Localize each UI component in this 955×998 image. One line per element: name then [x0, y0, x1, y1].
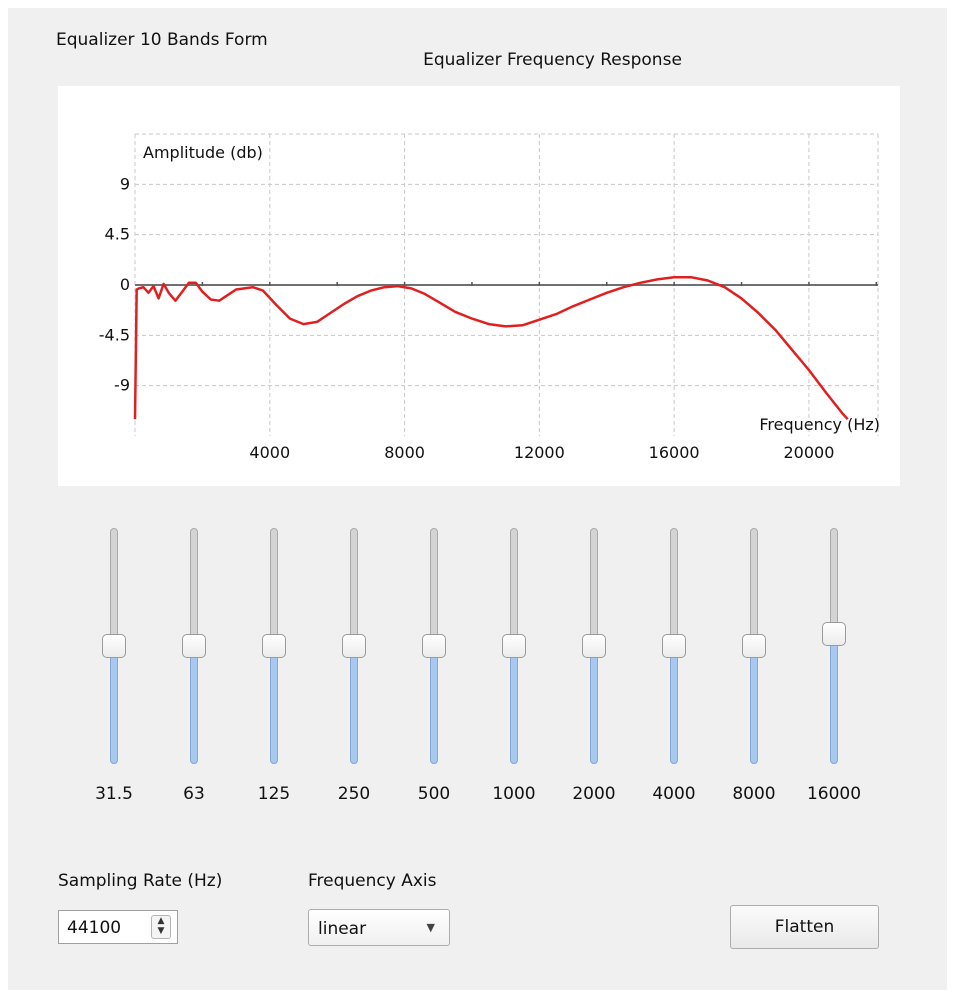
- y-tick-label: -9: [114, 376, 130, 395]
- frequency-axis-dropdown[interactable]: linear ▼: [308, 909, 450, 946]
- slider-handle[interactable]: [502, 634, 526, 658]
- plot-canvas: 4000 8000 12000 16000 20000 9 4.5 0 -4.5 -9 Amplit…: [99, 133, 880, 462]
- slider-fill: [670, 646, 678, 764]
- frequency-axis-label: Frequency Axis: [308, 871, 437, 891]
- band-slider-4000[interactable]: [654, 528, 694, 768]
- slider-handle[interactable]: [822, 621, 846, 646]
- y-tick-label: 0: [120, 275, 130, 294]
- slider-handle[interactable]: [662, 634, 686, 658]
- band-slider-125[interactable]: [254, 528, 294, 768]
- flatten-button[interactable]: Flatten: [730, 905, 879, 949]
- band-slider-16000[interactable]: [814, 528, 854, 768]
- frequency-axis-value: linear: [318, 919, 367, 939]
- sampling-rate-value: 44100: [67, 918, 122, 938]
- band-label: 500: [417, 784, 451, 804]
- sampling-rate-label: Sampling Rate (Hz): [58, 871, 223, 891]
- slider-fill: [590, 646, 598, 764]
- chevron-down-icon: ▼: [426, 921, 435, 934]
- frequency-response-plot: 4000 8000 12000 16000 20000 9 4.5 0 -4.5 -9 Amplit…: [58, 86, 900, 486]
- band-slider-1000[interactable]: [494, 528, 534, 768]
- slider-fill: [430, 646, 438, 764]
- band-label: 125: [257, 784, 291, 804]
- band-label: 1000: [492, 784, 536, 804]
- y-tick-label: 9: [120, 174, 130, 193]
- slider-handle[interactable]: [342, 634, 366, 658]
- sampling-rate-spinbox[interactable]: 44100 ▲ ▼: [58, 910, 178, 944]
- band-label: 8000: [732, 784, 776, 804]
- band-slider-8000[interactable]: [734, 528, 774, 768]
- x-tick-label: 8000: [384, 443, 425, 462]
- slider-fill: [510, 646, 518, 764]
- slider-fill: [270, 646, 278, 764]
- y-tick-label: 4.5: [105, 225, 130, 244]
- band-label: 63: [183, 784, 205, 804]
- x-axis-title: Frequency (Hz): [759, 415, 880, 434]
- slider-fill: [350, 646, 358, 764]
- band-label: 2000: [572, 784, 616, 804]
- equalizer-window: Equalizer 10 Bands Form Equalizer Freque…: [8, 8, 947, 990]
- band-slider-500[interactable]: [414, 528, 454, 768]
- band-slider-31.5[interactable]: [94, 528, 134, 768]
- slider-fill: [110, 646, 118, 764]
- band-label: 31.5: [95, 784, 133, 804]
- response-curve: [133, 275, 849, 421]
- slider-fill: [750, 646, 758, 764]
- chart-title: Equalizer Frequency Response: [423, 50, 682, 70]
- window-title: Equalizer 10 Bands Form: [56, 30, 268, 50]
- slider-handle[interactable]: [182, 634, 206, 658]
- band-slider-2000[interactable]: [574, 528, 614, 768]
- y-axis-title: Amplitude (db): [143, 143, 263, 162]
- band-label: 16000: [806, 784, 862, 804]
- spin-arrows-icon[interactable]: ▲ ▼: [151, 915, 171, 939]
- y-tick-label: -4.5: [99, 325, 130, 344]
- band-label: 250: [337, 784, 371, 804]
- slider-handle[interactable]: [582, 634, 606, 658]
- slider-handle[interactable]: [262, 634, 286, 658]
- band-slider-250[interactable]: [334, 528, 374, 768]
- slider-handle[interactable]: [102, 634, 126, 658]
- slider-fill: [830, 633, 838, 764]
- band-slider-63[interactable]: [174, 528, 214, 768]
- x-tick-label: 4000: [249, 443, 290, 462]
- band-label: 4000: [652, 784, 696, 804]
- slider-fill: [190, 646, 198, 764]
- x-tick-label: 20000: [783, 443, 834, 462]
- slider-handle[interactable]: [742, 634, 766, 658]
- slider-handle[interactable]: [422, 634, 446, 658]
- band-sliders: 31.5 63 125 250 500 1000 2000 4000 8000 16000: [8, 8, 947, 828]
- x-tick-label: 16000: [649, 443, 700, 462]
- x-tick-label: 12000: [514, 443, 565, 462]
